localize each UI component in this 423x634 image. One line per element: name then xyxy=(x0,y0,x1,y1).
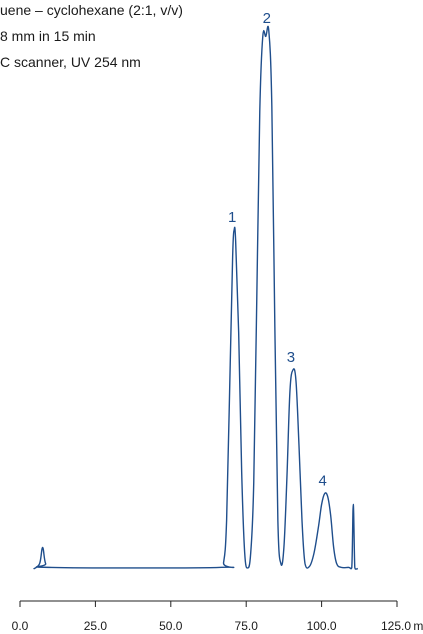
x-tick-label-1: 25.0 xyxy=(84,619,108,633)
x-tick-label-0: 0.0 xyxy=(12,619,29,633)
peak-label-3: 3 xyxy=(287,349,295,366)
x-tick-label-4: 100.0 xyxy=(307,619,337,633)
peak-label-4: 4 xyxy=(318,473,326,490)
chromatogram-trace xyxy=(33,25,359,570)
x-tick-label-3: 75.0 xyxy=(235,619,259,633)
peak-labels: 1 2 3 4 xyxy=(228,10,327,490)
mobile-phase-note: uene – cyclohexane (2:1, v/v) xyxy=(0,2,183,18)
x-axis-unit: mm xyxy=(411,619,423,633)
peak-label-2: 2 xyxy=(263,10,271,27)
x-tick-label-5: 125.0 mm xyxy=(381,619,423,633)
x-tick-label-2: 50.0 xyxy=(159,619,183,633)
detection-note: C scanner, UV 254 nm xyxy=(0,54,141,70)
x-axis-ticks: 0.0 25.0 50.0 75.0 100.0 125.0 mm xyxy=(12,601,423,633)
x-tick-value: 125.0 xyxy=(381,619,411,633)
development-distance-note: 8 mm in 15 min xyxy=(0,28,96,44)
peak-label-1: 1 xyxy=(228,209,236,226)
